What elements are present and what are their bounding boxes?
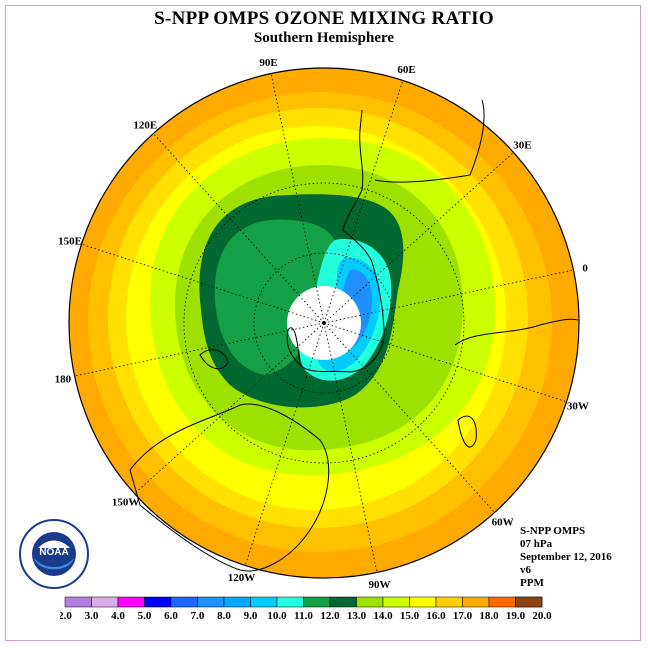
colorbar-swatch bbox=[91, 596, 119, 608]
coastlines bbox=[129, 99, 579, 572]
svg-text:NOAA: NOAA bbox=[39, 547, 68, 558]
info-level: 07 hPa bbox=[520, 538, 553, 550]
info-version: v6 bbox=[520, 564, 531, 576]
colorbar-label: 12.0 bbox=[320, 610, 340, 622]
ozone-field bbox=[69, 68, 579, 578]
noaa-logo-icon: NOAA bbox=[18, 518, 90, 595]
colorbar-label: 19.0 bbox=[506, 610, 526, 622]
colorbar-label: 4.0 bbox=[111, 610, 125, 622]
meridian-line bbox=[323, 80, 404, 324]
colorbar-label: 14.0 bbox=[373, 610, 393, 622]
colorbar-swatch bbox=[170, 596, 198, 608]
colorbar-label: 15.0 bbox=[400, 610, 420, 622]
longitude-label: 60W bbox=[492, 516, 514, 528]
meridian-line bbox=[81, 243, 325, 324]
meridian-line bbox=[323, 322, 378, 573]
longitude-label: 30E bbox=[513, 139, 531, 151]
longitude-label: 30W bbox=[567, 401, 589, 413]
meridian-line bbox=[134, 322, 325, 494]
longitude-label: 150W bbox=[112, 497, 140, 509]
colorbar-label: 5.0 bbox=[138, 610, 152, 622]
colorbar-swatch bbox=[435, 596, 463, 608]
colorbar-swatch bbox=[356, 596, 384, 608]
colorbar-swatch bbox=[64, 596, 92, 608]
colorbar-swatch bbox=[197, 596, 225, 608]
meridian-line bbox=[323, 322, 495, 513]
colorbar-label: 16.0 bbox=[426, 610, 446, 622]
madagascar-coast bbox=[457, 415, 477, 448]
australia-coast bbox=[129, 403, 330, 572]
colorbar-swatch bbox=[223, 596, 251, 608]
colorbar-label: 20.0 bbox=[532, 610, 552, 622]
graticule bbox=[74, 73, 574, 573]
colorbar-swatch bbox=[303, 596, 331, 608]
map-boundary bbox=[68, 67, 580, 579]
colorbar-label: 10.0 bbox=[267, 610, 287, 622]
map-subtitle: Southern Hemisphere bbox=[253, 30, 395, 46]
info-panel: S-NPP OMPS 07 hPa September 12, 2016 v6 … bbox=[520, 525, 612, 590]
meridian-line bbox=[323, 322, 567, 403]
south-pole-marker bbox=[322, 321, 326, 325]
colorbar-swatch bbox=[462, 596, 490, 608]
colorbar-swatch bbox=[382, 596, 410, 608]
meridian-line bbox=[153, 133, 325, 324]
new-zealand-coast bbox=[199, 349, 229, 370]
longitude-label: 180 bbox=[55, 374, 72, 386]
latitude-circle-50s bbox=[183, 182, 465, 464]
map-title: S-NPP OMPS OZONE MIXING RATIO bbox=[154, 8, 494, 29]
colorbar-swatch bbox=[144, 596, 172, 608]
antarctica-rosssea-coast bbox=[286, 327, 301, 366]
meridian-line bbox=[270, 73, 325, 324]
longitude-label: 150E bbox=[58, 235, 82, 247]
colorbar-label: 9.0 bbox=[244, 610, 258, 622]
longitude-label: 120W bbox=[228, 572, 256, 584]
meridian-line bbox=[74, 322, 325, 377]
longitude-label: 120E bbox=[133, 120, 157, 132]
colorbar-swatch bbox=[409, 596, 437, 608]
colorbar-label: 8.0 bbox=[217, 610, 231, 622]
colorbar-label: 7.0 bbox=[191, 610, 205, 622]
colorbar-label: 6.0 bbox=[164, 610, 178, 622]
meridian-line bbox=[244, 322, 325, 566]
colorbar-swatch bbox=[515, 596, 543, 608]
colorbar-label: 2.0 bbox=[60, 610, 72, 622]
info-date: September 12, 2016 bbox=[520, 551, 612, 563]
africa-coast bbox=[454, 318, 579, 346]
longitude-label: 90W bbox=[369, 579, 391, 591]
longitude-label: 0 bbox=[582, 262, 588, 274]
colorbar-label: 13.0 bbox=[347, 610, 367, 622]
colorbar-swatch bbox=[276, 596, 304, 608]
info-units: PPM bbox=[520, 577, 544, 589]
colorbar: 2.0 3.0 4.0 5.0 6.0 7.0 8.0 9.0 10.0 11.0 12.0 13.0… bbox=[60, 596, 552, 622]
colorbar-label: 18.0 bbox=[479, 610, 499, 622]
longitude-label: 90E bbox=[259, 57, 277, 69]
colorbar-label: 11.0 bbox=[294, 610, 313, 622]
colorbar-label: 3.0 bbox=[85, 610, 99, 622]
colorbar-swatch bbox=[329, 596, 357, 608]
south-america-coast bbox=[374, 99, 485, 183]
colorbar-label: 17.0 bbox=[453, 610, 473, 622]
colorbar-swatch bbox=[117, 596, 145, 608]
antarctica-peninsula-coast bbox=[299, 109, 385, 373]
meridian-line bbox=[323, 269, 574, 324]
info-instrument: S-NPP OMPS bbox=[520, 525, 586, 537]
colorbar-swatch bbox=[488, 596, 516, 608]
latitude-circle-70s bbox=[253, 252, 395, 394]
longitude-label: 60E bbox=[397, 64, 415, 76]
meridian-line bbox=[323, 152, 514, 324]
colorbar-swatch bbox=[250, 596, 278, 608]
